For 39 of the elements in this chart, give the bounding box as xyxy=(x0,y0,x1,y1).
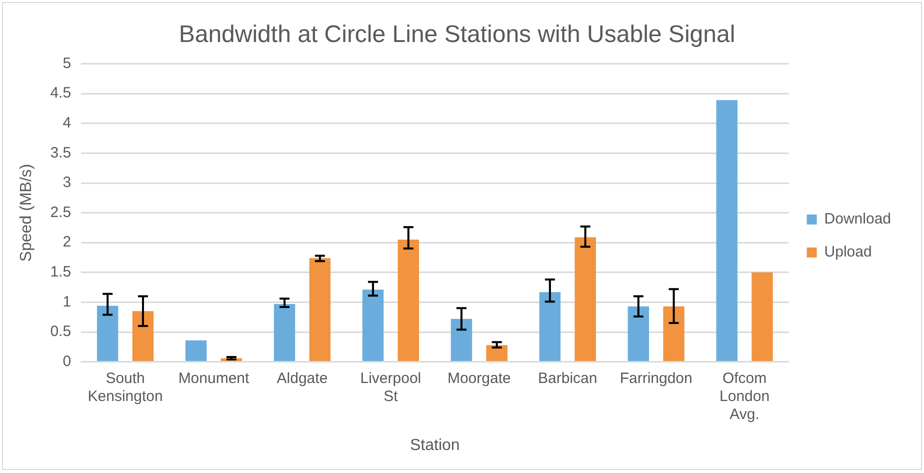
bar xyxy=(309,258,331,362)
y-tick-label: 4 xyxy=(62,114,72,132)
y-axis-title: Speed (MB/s) xyxy=(18,164,36,262)
bar xyxy=(96,306,118,362)
y-tick-label: 3.5 xyxy=(50,144,72,162)
bar xyxy=(362,290,384,362)
legend-label: Download xyxy=(824,210,892,228)
legend-label: Upload xyxy=(824,244,872,261)
bar xyxy=(628,306,650,362)
x-tick-label: Moorgate xyxy=(447,370,511,387)
x-tick-label: Ofcom London Avg. xyxy=(720,370,770,423)
bar xyxy=(539,292,561,362)
bar xyxy=(574,237,596,362)
x-tick-label: South Kensington xyxy=(88,370,163,405)
y-tick-label: 4.5 xyxy=(50,84,72,102)
y-tick-label: 3 xyxy=(62,174,72,192)
y-tick-label: 5 xyxy=(62,54,72,72)
x-tick-label: Farringdon xyxy=(620,370,692,387)
x-tick-label: Liverpool St xyxy=(360,370,422,405)
bar xyxy=(132,311,154,362)
bar xyxy=(185,340,207,362)
y-tick-label: 1 xyxy=(62,293,72,310)
y-tick-label: 2.5 xyxy=(50,204,72,221)
bar xyxy=(716,100,738,362)
y-tick-label: 1.5 xyxy=(50,264,72,281)
y-tick-label: 2 xyxy=(62,234,72,251)
bar xyxy=(274,304,296,362)
bar xyxy=(450,318,472,362)
bar xyxy=(752,272,773,362)
bar xyxy=(398,240,419,362)
y-tick-label: 0.5 xyxy=(50,323,72,340)
x-tick-label: Monument xyxy=(178,370,250,387)
x-tick-label: Barbican xyxy=(538,370,598,387)
y-tick-label: 0 xyxy=(62,352,72,370)
x-tick-label: Aldgate xyxy=(276,370,328,387)
bar xyxy=(663,306,684,362)
x-axis-title: Station xyxy=(410,436,460,454)
bar xyxy=(486,345,508,362)
chart-title: Bandwidth at Circle Line Stations with Usable Signal xyxy=(178,21,736,48)
